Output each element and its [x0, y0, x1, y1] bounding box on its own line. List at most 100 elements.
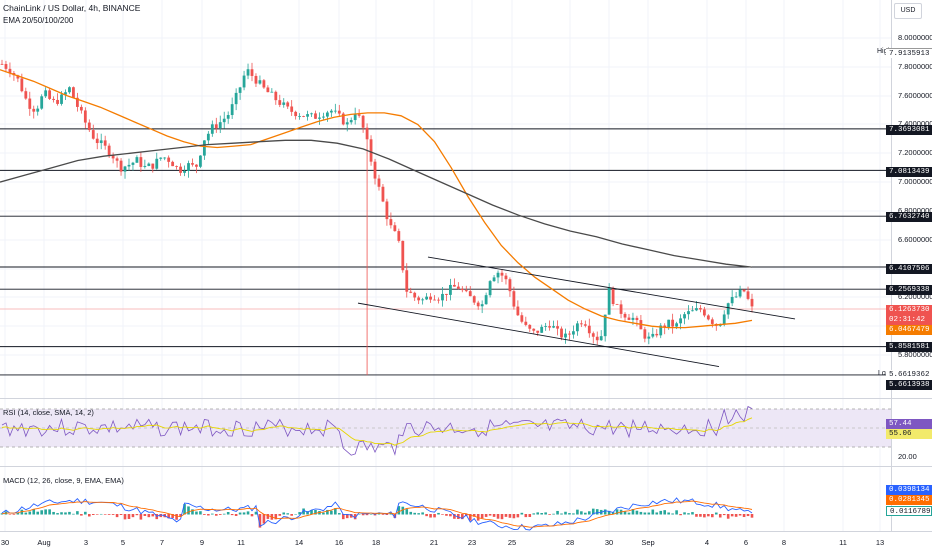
- ema-50-line[interactable]: [0, 69, 753, 329]
- candle-body[interactable]: [171, 161, 175, 167]
- candle-body[interactable]: [667, 319, 671, 328]
- candle-body[interactable]: [318, 117, 321, 119]
- macd-signal-line[interactable]: [1, 500, 753, 528]
- candle-body[interactable]: [750, 298, 754, 307]
- candle-body[interactable]: [349, 120, 353, 123]
- candle-body[interactable]: [230, 104, 234, 116]
- candle-body[interactable]: [504, 275, 508, 280]
- candle-body[interactable]: [635, 317, 639, 321]
- candle-body[interactable]: [329, 110, 333, 113]
- candle-body[interactable]: [421, 299, 425, 301]
- candle-body[interactable]: [314, 113, 317, 119]
- candle-body[interactable]: [155, 158, 159, 169]
- candle-body[interactable]: [651, 333, 655, 337]
- candle-body[interactable]: [40, 96, 44, 109]
- candle-body[interactable]: [306, 114, 309, 117]
- candle-body[interactable]: [195, 164, 198, 167]
- candle-body[interactable]: [250, 69, 254, 76]
- candle-body[interactable]: [262, 80, 266, 88]
- candle-body[interactable]: [115, 158, 119, 161]
- rsi-line[interactable]: [1, 405, 753, 456]
- candle-body[interactable]: [238, 87, 242, 93]
- candle-body[interactable]: [528, 324, 532, 329]
- candle-body[interactable]: [282, 102, 286, 105]
- candle-body[interactable]: [234, 92, 238, 105]
- channel-lower-line[interactable]: [357, 302, 720, 367]
- candle-body[interactable]: [20, 78, 24, 92]
- ema-200-line[interactable]: [0, 139, 753, 268]
- candle-body[interactable]: [425, 296, 429, 300]
- candle-body[interactable]: [179, 166, 182, 173]
- candle-body[interactable]: [492, 277, 496, 282]
- candle-body[interactable]: [405, 270, 409, 292]
- candle-body[interactable]: [587, 325, 591, 334]
- candle-body[interactable]: [401, 240, 405, 271]
- candle-body[interactable]: [226, 115, 230, 119]
- candle-body[interactable]: [36, 108, 40, 112]
- candle-body[interactable]: [552, 326, 555, 328]
- candle-body[interactable]: [540, 326, 544, 333]
- candle-body[interactable]: [480, 304, 484, 307]
- candle-body[interactable]: [683, 314, 686, 319]
- candle-body[interactable]: [373, 161, 377, 179]
- candle-body[interactable]: [159, 157, 163, 159]
- candle-body[interactable]: [568, 333, 571, 335]
- candle-body[interactable]: [119, 160, 123, 172]
- candle-body[interactable]: [322, 116, 325, 118]
- candle-body[interactable]: [107, 145, 111, 156]
- candle-body[interactable]: [734, 296, 738, 298]
- candle-body[interactable]: [591, 333, 595, 337]
- candle-body[interactable]: [95, 138, 99, 144]
- candle-body[interactable]: [595, 336, 599, 341]
- candle-body[interactable]: [699, 308, 702, 310]
- candle-body[interactable]: [79, 106, 83, 111]
- candle-body[interactable]: [512, 291, 516, 307]
- candle-body[interactable]: [452, 284, 456, 287]
- candle-body[interactable]: [627, 317, 631, 320]
- candle-body[interactable]: [456, 286, 460, 289]
- candle-body[interactable]: [187, 163, 190, 172]
- candle-body[interactable]: [345, 122, 349, 125]
- candle-body[interactable]: [548, 326, 552, 328]
- candle-body[interactable]: [191, 163, 194, 165]
- candle-body[interactable]: [274, 91, 278, 101]
- rsi-label[interactable]: RSI (14, close, SMA, 14, 2): [3, 408, 94, 417]
- candle-body[interactable]: [310, 113, 313, 115]
- candle-body[interactable]: [496, 272, 500, 278]
- candle-body[interactable]: [103, 140, 107, 146]
- currency-button[interactable]: USD: [894, 3, 922, 19]
- candle-body[interactable]: [72, 87, 75, 98]
- candle-body[interactable]: [52, 98, 55, 100]
- candle-body[interactable]: [445, 293, 448, 295]
- candle-body[interactable]: [437, 299, 440, 301]
- candle-body[interactable]: [361, 115, 365, 128]
- candle-body[interactable]: [607, 287, 611, 315]
- candle-body[interactable]: [365, 127, 369, 140]
- candle-body[interactable]: [726, 303, 730, 315]
- candle-body[interactable]: [151, 163, 155, 169]
- candle-body[interactable]: [449, 284, 452, 295]
- candle-body[interactable]: [464, 290, 468, 292]
- candle-body[interactable]: [476, 302, 480, 307]
- candle-body[interactable]: [298, 115, 302, 117]
- candle-body[interactable]: [413, 292, 417, 298]
- candle-body[interactable]: [87, 122, 91, 131]
- candle-body[interactable]: [254, 75, 258, 84]
- candle-body[interactable]: [369, 139, 373, 162]
- candle-body[interactable]: [202, 140, 206, 156]
- candle-body[interactable]: [460, 288, 464, 291]
- candle-body[interactable]: [722, 314, 726, 324]
- candles[interactable]: [0, 59, 754, 376]
- candle-body[interactable]: [663, 325, 667, 328]
- candle-body[interactable]: [508, 279, 512, 292]
- candle-body[interactable]: [484, 295, 488, 305]
- candle-body[interactable]: [564, 333, 567, 338]
- candle-body[interactable]: [560, 328, 563, 338]
- candle-body[interactable]: [615, 304, 619, 305]
- candle-body[interactable]: [175, 166, 179, 167]
- candle-body[interactable]: [0, 63, 4, 65]
- candle-body[interactable]: [206, 133, 210, 141]
- candle-body[interactable]: [738, 289, 742, 297]
- candle-body[interactable]: [679, 318, 682, 324]
- candle-body[interactable]: [48, 90, 52, 99]
